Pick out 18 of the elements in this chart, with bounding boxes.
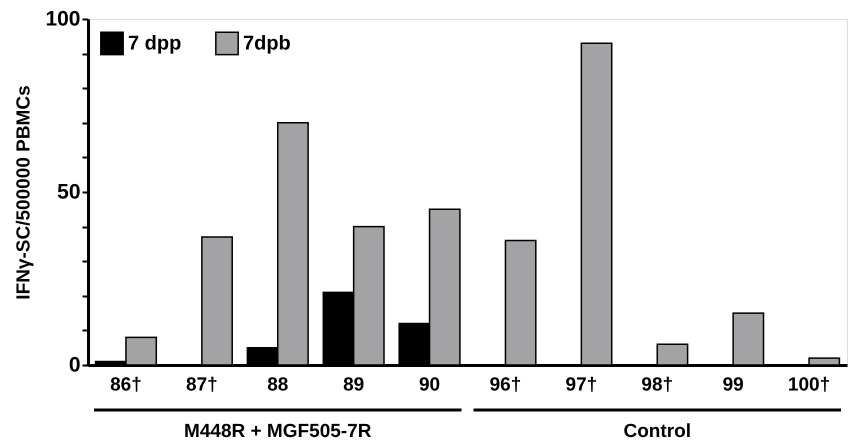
y-tick-label: 0	[68, 354, 80, 376]
legend-label: 7dpb	[243, 32, 291, 54]
x-tick-label: 87†	[186, 374, 218, 396]
text: M448R + MGF505-7R	[184, 421, 372, 442]
x-tick-label: 88	[267, 374, 288, 396]
legend-label: 7 dpp	[128, 32, 182, 54]
text: Control	[623, 421, 692, 442]
x-tick-label: 86†	[110, 374, 142, 396]
x-tick-label: 89	[343, 374, 364, 396]
y-tick-label: 50	[57, 180, 80, 204]
x-tick-label: 90	[418, 374, 440, 396]
x-tick-label: 98†	[641, 374, 674, 396]
x-tick-label: 97†	[566, 374, 598, 396]
y-tick-label: 100	[45, 8, 80, 30]
y-axis-title: IFNγ-SC/500000 PBMCs	[13, 85, 34, 300]
x-tick-label: 99	[722, 374, 744, 396]
x-tick-label: 100†	[788, 374, 830, 396]
x-tick-label: 96†	[490, 374, 522, 396]
